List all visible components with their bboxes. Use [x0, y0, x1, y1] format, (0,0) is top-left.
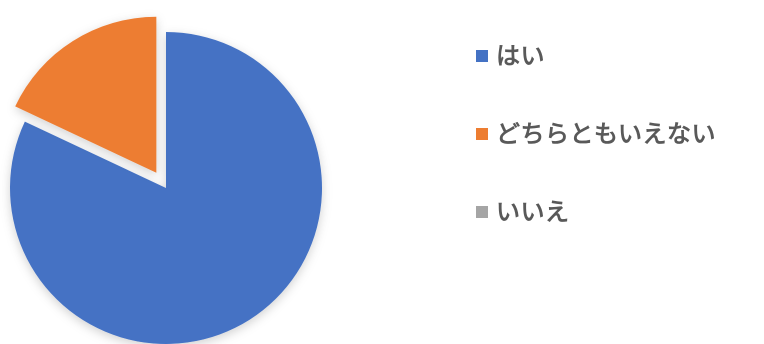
legend-item-no: いいえ [476, 192, 756, 232]
pie-slices [10, 16, 323, 344]
pie-slice-0 [10, 32, 323, 344]
legend-swatch-neutral [476, 128, 488, 140]
legend-swatch-no [476, 206, 488, 218]
pie-slice-1 [15, 16, 157, 173]
legend-label-yes: はい [496, 42, 545, 70]
legend-item-yes: はい [476, 36, 756, 76]
legend-label-neutral: どちらともいえない [496, 120, 717, 148]
legend: はい どちらともいえない いいえ [476, 36, 756, 270]
legend-swatch-yes [476, 50, 488, 62]
legend-label-no: いいえ [496, 198, 570, 226]
legend-item-neutral: どちらともいえない [476, 114, 756, 154]
